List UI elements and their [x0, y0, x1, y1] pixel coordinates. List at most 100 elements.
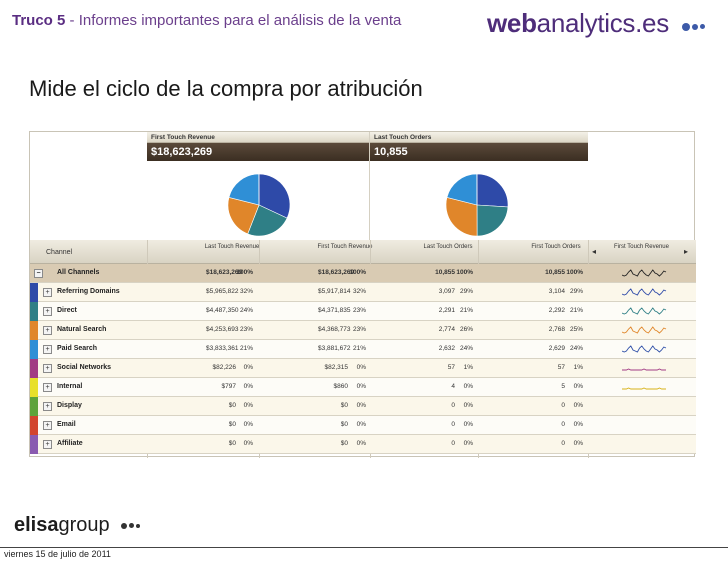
metric-percent: 0%: [356, 421, 366, 428]
metric-value: $0: [228, 440, 236, 447]
metric-value: 2,768: [548, 326, 565, 333]
collapse-icon[interactable]: −: [34, 269, 43, 278]
table-row-total[interactable]: − All Channels $18,623,269 100% $18,623,269 1…: [30, 264, 696, 283]
metric-value: $0: [340, 440, 348, 447]
metric-percent: 24%: [569, 345, 583, 352]
scroll-left-icon[interactable]: ◂: [592, 247, 597, 256]
metric-value: 2,629: [548, 345, 565, 352]
col-last-touch-orders[interactable]: Last Touch Orders: [423, 244, 473, 250]
expand-icon[interactable]: +: [43, 345, 52, 354]
scroll-right-icon[interactable]: ▸: [684, 247, 689, 256]
table-row[interactable]: + Natural Search $4,253,693 23% $4,368,773 23…: [30, 321, 696, 340]
table-row[interactable]: + Affiliate $0 0% $0 0% 0 0% 0 0%: [30, 435, 696, 454]
expand-icon[interactable]: +: [43, 288, 52, 297]
metric-value: 0: [561, 402, 565, 409]
elisagroup-logo: elisagroup: [14, 514, 142, 537]
expand-icon[interactable]: +: [43, 326, 52, 335]
metric-value: $797: [221, 383, 236, 390]
metric-percent: 23%: [352, 326, 366, 333]
webanalytics-logo: webanalytics.es: [487, 8, 707, 41]
expand-icon[interactable]: +: [43, 421, 52, 430]
channel-name[interactable]: Internal: [57, 383, 83, 390]
metric-percent: 0%: [463, 440, 473, 447]
metric-value: $0: [228, 421, 236, 428]
panel-total: $18,623,269: [147, 143, 369, 161]
metric-percent: 0%: [356, 364, 366, 371]
channel-name[interactable]: Display: [57, 402, 82, 409]
channel-color-swatch: [30, 340, 38, 359]
panel-last-touch-orders: Last Touch Orders 10,855: [370, 132, 588, 240]
metric-percent: 100%: [236, 269, 253, 276]
sparkline: [622, 387, 666, 390]
metric-percent: 100%: [566, 269, 583, 276]
metric-percent: 23%: [239, 326, 253, 333]
metric-percent: 32%: [352, 288, 366, 295]
channel-name[interactable]: Email: [57, 421, 76, 428]
metric-value: 5: [561, 383, 565, 390]
expand-icon[interactable]: +: [43, 383, 52, 392]
expand-icon[interactable]: +: [43, 307, 52, 316]
elisa-dots-icon: [121, 514, 142, 537]
col-first-touch-revenue-spark[interactable]: First Touch Revenue: [614, 244, 669, 250]
metric-value: 0: [451, 440, 455, 447]
metric-percent: 0%: [243, 421, 253, 428]
col-channel[interactable]: Channel: [46, 249, 73, 256]
channel-name[interactable]: Referring Domains: [57, 288, 120, 295]
expand-icon[interactable]: +: [43, 440, 52, 449]
pie-slice: [258, 173, 291, 219]
metric-value: 2,774: [438, 326, 455, 333]
sparkline: [622, 326, 667, 334]
metric-percent: 29%: [459, 288, 473, 295]
metric-percent: 23%: [352, 307, 366, 314]
pie-slice: [227, 197, 260, 235]
panel-title: Last Touch Orders: [370, 132, 588, 143]
metric-percent: 32%: [239, 288, 253, 295]
expand-icon[interactable]: +: [43, 364, 52, 373]
metric-percent: 0%: [356, 383, 366, 390]
table-row[interactable]: + Social Networks $82,226 0% $82,315 0% 57 1% 57…: [30, 359, 696, 378]
channel-color-swatch: [30, 416, 38, 435]
metric-value: 10,855: [545, 269, 565, 276]
channel-name[interactable]: Affiliate: [57, 440, 83, 447]
metric-percent: 1%: [573, 364, 583, 371]
col-last-touch-revenue[interactable]: Last Touch Revenue: [204, 244, 260, 250]
table-row[interactable]: + Display $0 0% $0 0% 0 0% 0 0%: [30, 397, 696, 416]
channel-color-swatch: [30, 397, 38, 416]
channel-color-swatch: [30, 359, 38, 378]
metric-percent: 0%: [356, 440, 366, 447]
table-row[interactable]: + Direct $4,487,350 24% $4,371,835 23% 2,291 21…: [30, 302, 696, 321]
channel-name[interactable]: Direct: [57, 307, 77, 314]
col-first-touch-orders[interactable]: First Touch Orders: [531, 244, 581, 250]
col-first-touch-revenue[interactable]: First Touch Revenue: [317, 244, 373, 250]
slide-header: Truco 5 - Informes importantes para el a…: [12, 10, 412, 31]
table-row[interactable]: + Email $0 0% $0 0% 0 0% 0 0%: [30, 416, 696, 435]
metric-value: 0: [451, 421, 455, 428]
pie-slice: [476, 204, 509, 237]
channel-color-swatch: [30, 283, 38, 302]
channel-name[interactable]: All Channels: [57, 269, 100, 276]
panel-first-touch-revenue: First Touch Revenue $18,623,269: [147, 132, 370, 240]
metric-percent: 26%: [459, 326, 473, 333]
metric-value: 0: [561, 440, 565, 447]
table-row[interactable]: + Internal $797 0% $860 0% 4 0% 5 0%: [30, 378, 696, 397]
metric-value: 0: [561, 421, 565, 428]
metric-value: $18,623,269: [206, 269, 243, 276]
metric-percent: 0%: [243, 383, 253, 390]
table-row[interactable]: + Paid Search $3,833,361 21% $3,881,672 21% 2,…: [30, 340, 696, 359]
metric-percent: 0%: [463, 383, 473, 390]
metric-value: $82,315: [324, 364, 349, 371]
header-title-rest: - Informes importantes para el análisis …: [65, 12, 402, 29]
metric-value: $0: [340, 402, 348, 409]
panel-title: First Touch Revenue: [147, 132, 369, 143]
metric-percent: 21%: [352, 345, 366, 352]
channel-name[interactable]: Natural Search: [57, 326, 107, 333]
channel-name[interactable]: Social Networks: [57, 364, 112, 371]
metric-value: $860: [333, 383, 348, 390]
pie-slice: [446, 173, 478, 206]
metric-percent: 100%: [456, 269, 473, 276]
metric-value: $5,965,822: [206, 288, 239, 295]
expand-icon[interactable]: +: [43, 402, 52, 411]
channel-name[interactable]: Paid Search: [57, 345, 98, 352]
metric-value: $0: [228, 402, 236, 409]
table-row[interactable]: + Referring Domains $5,965,822 32% $5,917,81…: [30, 283, 696, 302]
